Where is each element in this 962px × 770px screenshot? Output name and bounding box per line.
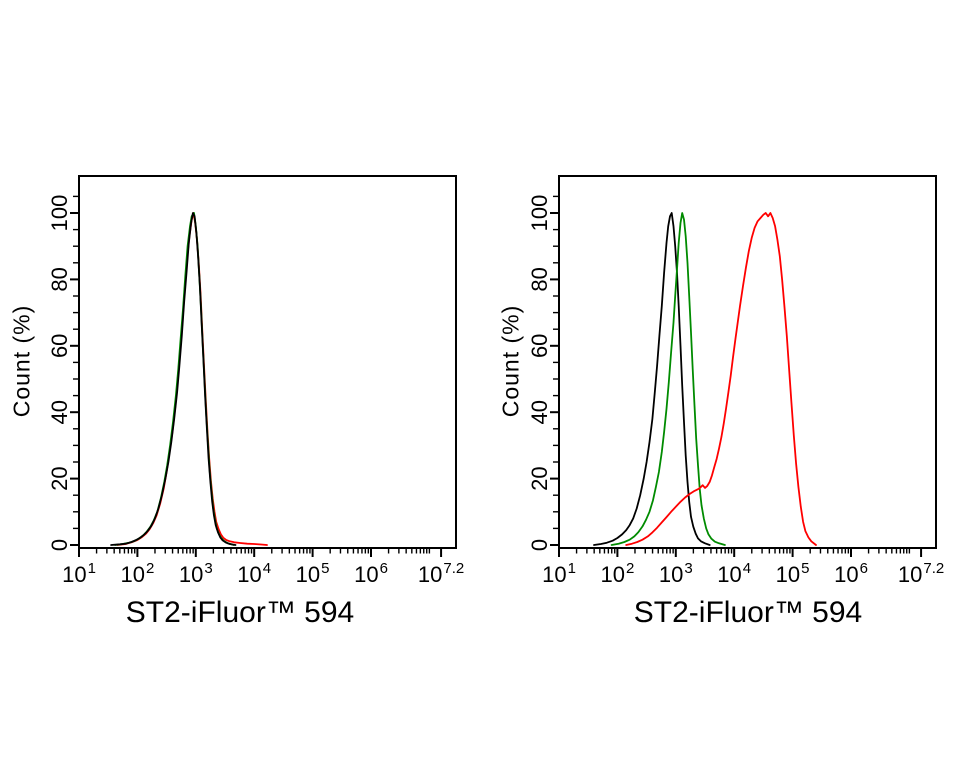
- x-tick-label: 102: [120, 560, 154, 587]
- y-tick-label: 100: [47, 195, 72, 232]
- green-curve: [610, 212, 726, 546]
- x-tick-label: 106: [354, 560, 388, 587]
- y-tick-label: 40: [527, 400, 552, 424]
- y-tick-label: 0: [47, 539, 72, 551]
- y-tick-label: 20: [47, 466, 72, 490]
- x-tick-label: 107.2: [418, 560, 464, 587]
- x-tick-label: 105: [776, 560, 810, 587]
- y-axis-title-left: Count (%): [8, 304, 35, 418]
- x-tick-label: 101: [62, 560, 96, 587]
- y-tick-label: 20: [527, 466, 552, 490]
- y-tick-label: 80: [47, 267, 72, 291]
- x-tick-label: 103: [179, 560, 213, 587]
- y-axis-ticks: 0 20 40 60 80 100: [47, 195, 78, 551]
- x-axis-ticks: 101 102 103 104 105 106 107.2: [542, 549, 944, 587]
- y-axis-ticks: 0 20 40 60 80 100: [527, 195, 558, 551]
- x-tick-label: 106: [834, 560, 868, 587]
- red-curve: [116, 212, 268, 546]
- curves: [593, 212, 817, 546]
- x-tick-label: 105: [296, 560, 330, 587]
- black-curve: [593, 212, 711, 546]
- y-tick-label: 100: [527, 195, 552, 232]
- axis-frame: [78, 175, 457, 549]
- histogram-plot-right: 101 102 103 104 105 106 107.2 0 20 40 60 80 100: [527, 175, 944, 587]
- curves: [110, 212, 268, 546]
- x-tick-label: 103: [659, 560, 693, 587]
- x-tick-label: 102: [600, 560, 634, 587]
- histogram-panel-left: 101 102 103 104 105 106 107.2 0 20 40 60 80 100 Coun…: [0, 140, 482, 680]
- red-curve: [625, 212, 817, 546]
- y-axis-title-right: Count (%): [497, 304, 524, 418]
- histogram-panel-right: 101 102 103 104 105 106 107.2 0 20 40 60 80 100 Coun…: [480, 140, 962, 680]
- y-tick-label: 40: [47, 400, 72, 424]
- axis-frame: [558, 175, 937, 549]
- y-tick-label: 80: [527, 267, 552, 291]
- green-curve: [114, 212, 235, 546]
- x-axis-title-right: ST2-iFluor™ 594: [633, 596, 863, 629]
- x-axis-title-left: ST2-iFluor™ 594: [125, 596, 355, 629]
- x-tick-label: 104: [717, 560, 751, 587]
- x-tick-label: 101: [542, 560, 576, 587]
- histogram-plot-left: 101 102 103 104 105 106 107.2 0 20 40 60 80 100: [47, 175, 464, 587]
- y-tick-label: 0: [527, 539, 552, 551]
- x-tick-label: 104: [237, 560, 271, 587]
- x-axis-ticks: 101 102 103 104 105 106 107.2: [62, 549, 464, 587]
- y-tick-label: 60: [47, 334, 72, 358]
- black-curve: [110, 212, 237, 546]
- x-tick-label: 107.2: [898, 560, 944, 587]
- y-tick-label: 60: [527, 334, 552, 358]
